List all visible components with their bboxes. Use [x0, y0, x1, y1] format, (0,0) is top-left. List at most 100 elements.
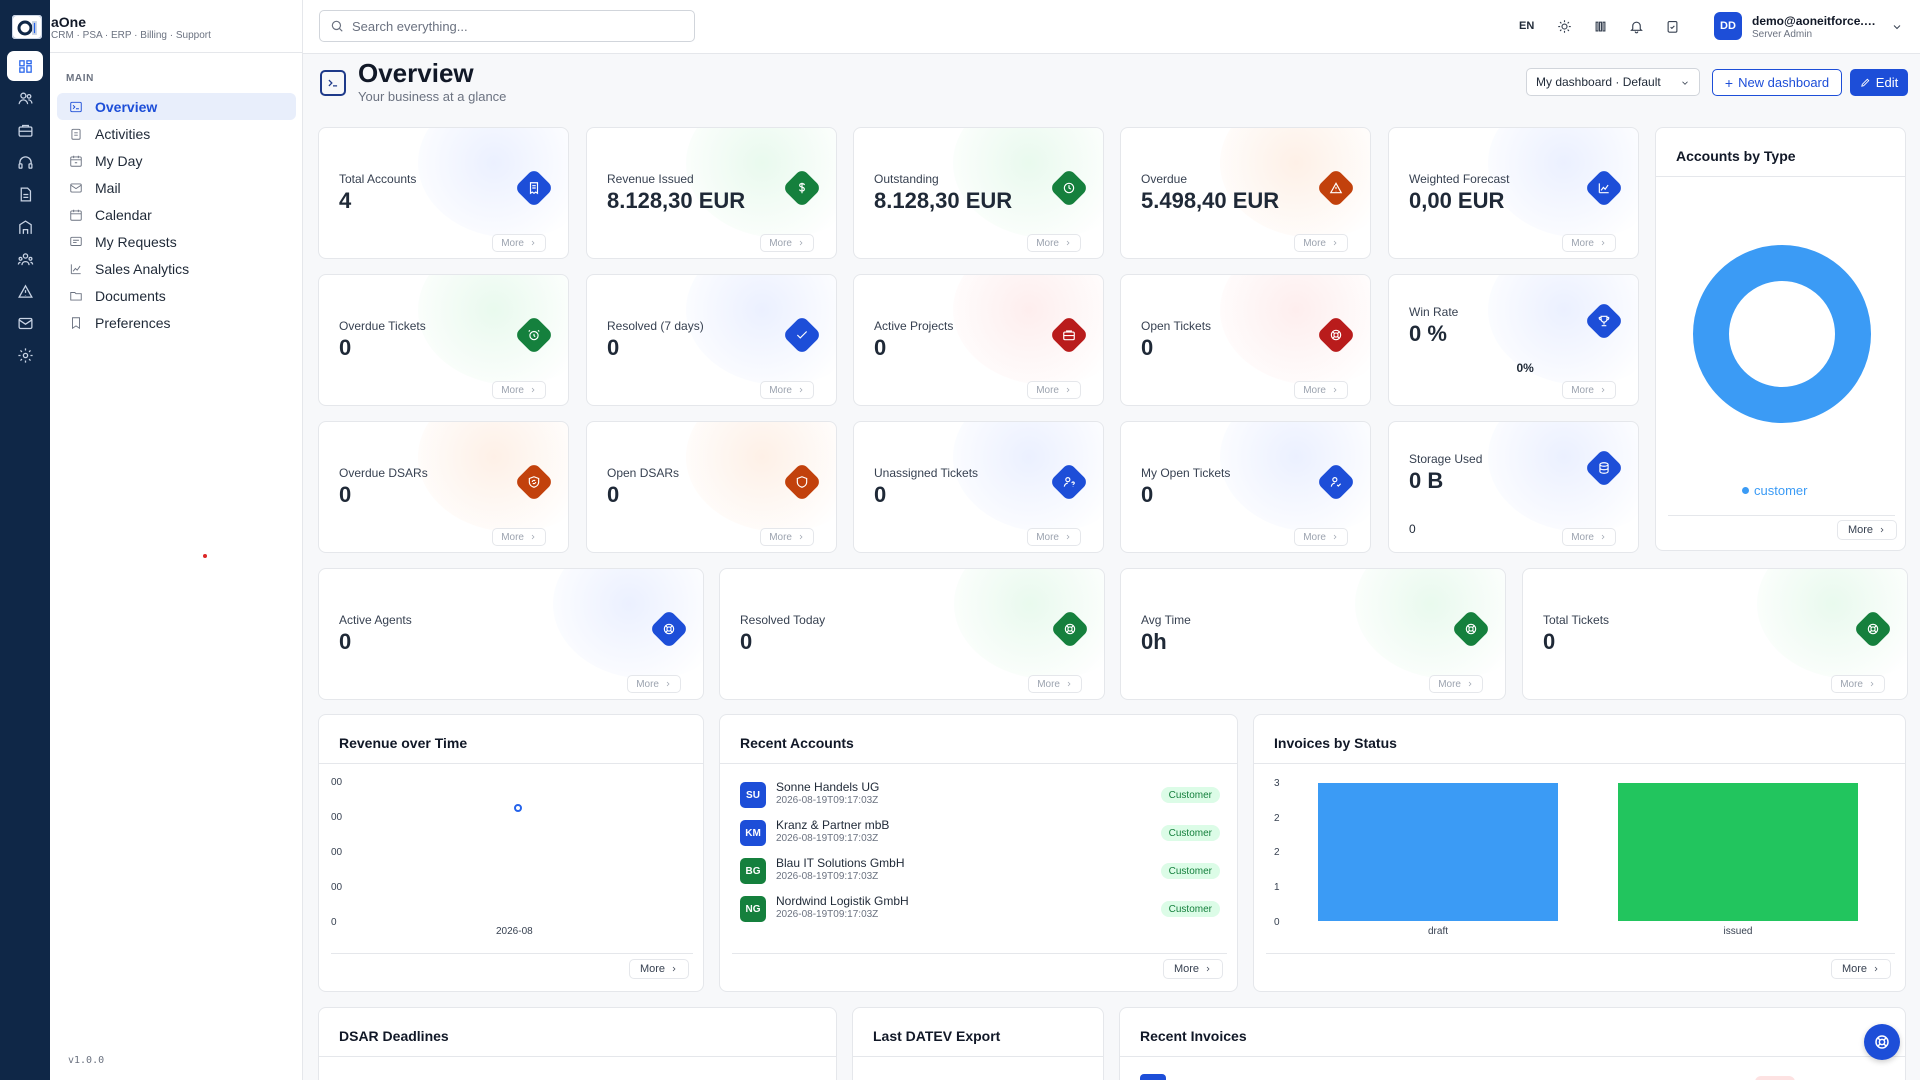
kpi-card-resolved-7-days[interactable]: Resolved (7 days) 0 More	[586, 274, 837, 406]
rail-item-document[interactable]	[15, 184, 35, 204]
bar-draft[interactable]	[1318, 783, 1558, 921]
rail-item-users[interactable]	[15, 88, 35, 108]
kpi-more-button[interactable]: More	[1562, 528, 1616, 546]
kpi-more-button[interactable]: More	[492, 528, 546, 546]
notifications-button[interactable]	[1627, 17, 1645, 35]
kpi-more-button[interactable]: More	[1294, 234, 1348, 252]
more-button[interactable]: More	[1162, 959, 1223, 979]
kpi-more-button[interactable]: More	[760, 381, 814, 399]
dashboard-select[interactable]: My dashboard · Default	[1526, 68, 1700, 96]
account-row[interactable]: KM Kranz & Partner mbB 2026-08-19T09:17:03…	[740, 817, 1220, 849]
sidebar-item-sales-analytics[interactable]: Sales Analytics	[57, 255, 296, 282]
kpi-card-unassigned-tickets[interactable]: Unassigned Tickets 0 More	[853, 421, 1104, 553]
account-name[interactable]: Blau IT Solutions GmbH	[776, 856, 905, 870]
kpi-more-button[interactable]: More	[1294, 381, 1348, 399]
more-button[interactable]: More	[1836, 520, 1897, 540]
tasks-button[interactable]	[1663, 17, 1681, 35]
sidebar-item-mail[interactable]: Mail	[57, 174, 296, 201]
kpi-more-button[interactable]: More	[760, 528, 814, 546]
kpi-more-button[interactable]: More	[760, 234, 814, 252]
account-row[interactable]: NG Nordwind Logistik GmbH 2026-08-19T09:17…	[740, 893, 1220, 925]
kpi-card-open-tickets[interactable]: Open Tickets 0 More	[1120, 274, 1371, 406]
user-name[interactable]: demo@aoneitforce.com	[1752, 14, 1882, 28]
kpi-more-button[interactable]: More	[1831, 675, 1885, 693]
new-dashboard-button[interactable]: + New dashboard	[1712, 69, 1842, 96]
y-tick-label: 2	[1274, 813, 1280, 824]
rail-item-briefcase[interactable]	[15, 120, 35, 140]
account-row[interactable]: SU Sonne Handels UG 2026-08-19T09:17:03Z Cu…	[740, 779, 1220, 811]
account-name[interactable]: Sonne Handels UG	[776, 780, 880, 794]
rail-item-headset[interactable]	[15, 152, 35, 172]
sidebar-item-overview[interactable]: Overview	[57, 93, 296, 120]
page-icon	[320, 70, 346, 96]
rail-item-building[interactable]	[15, 217, 35, 237]
kpi-more-button[interactable]: More	[1562, 234, 1616, 252]
kpi-card-overdue-dsars[interactable]: Overdue DSARs 0 More	[318, 421, 569, 553]
sidebar-item-activities[interactable]: Activities	[57, 120, 296, 147]
user-avatar[interactable]: DD	[1714, 12, 1742, 40]
support-fab-button[interactable]	[1864, 1024, 1900, 1060]
kpi-card-active-projects[interactable]: Active Projects 0 More	[853, 274, 1104, 406]
kpi-card-avg-time[interactable]: Avg Time 0h More	[1120, 568, 1506, 700]
kpi-card-weighted-forecast[interactable]: Weighted Forecast 0,00 EUR More	[1388, 127, 1639, 259]
kpi-more-button[interactable]: More	[492, 234, 546, 252]
edit-button[interactable]: Edit	[1850, 69, 1908, 96]
more-label: More	[769, 384, 792, 396]
panel-divider	[1120, 1056, 1905, 1057]
global-search[interactable]	[319, 10, 695, 42]
kpi-card-total-tickets[interactable]: Total Tickets 0 More	[1522, 568, 1908, 700]
kpi-more-button[interactable]: More	[1027, 234, 1081, 252]
sidebar-item-my-requests[interactable]: My Requests	[57, 228, 296, 255]
terminal-icon	[70, 101, 82, 112]
kpi-more-button[interactable]: More	[492, 381, 546, 399]
rail-item-team[interactable]	[15, 249, 35, 269]
panel-footer-divider	[732, 953, 1227, 954]
account-name[interactable]: Nordwind Logistik GmbH	[776, 894, 909, 908]
rail-item-mail[interactable]	[15, 313, 35, 333]
more-label: More	[639, 963, 665, 975]
kpi-card-overdue-tickets[interactable]: Overdue Tickets 0 More	[318, 274, 569, 406]
chart-point-2026-08[interactable]	[514, 804, 522, 812]
terminal-icon	[328, 79, 338, 87]
card-glow	[1488, 422, 1638, 532]
sidebar-item-documents[interactable]: Documents	[57, 282, 296, 309]
donut-slice-customer[interactable]	[1693, 245, 1871, 423]
kpi-more-button[interactable]: More	[1028, 675, 1082, 693]
rail-item-settings[interactable]	[15, 345, 35, 365]
language-switch[interactable]: EN	[1519, 20, 1535, 32]
panel-footer-divider	[331, 953, 693, 954]
plus-icon: +	[1724, 74, 1734, 91]
account-row[interactable]: BG Blau IT Solutions GmbH 2026-08-19T09:17…	[740, 855, 1220, 887]
kpi-more-button[interactable]: More	[1562, 381, 1616, 399]
kpi-card-resolved-today[interactable]: Resolved Today 0 More	[719, 568, 1105, 700]
account-name[interactable]: Kranz & Partner mbB	[776, 818, 890, 832]
kpi-more-button[interactable]: More	[1294, 528, 1348, 546]
search-input[interactable]	[352, 18, 672, 34]
sidebar-item-preferences[interactable]: Preferences	[57, 309, 296, 336]
theme-toggle-button[interactable]	[1555, 17, 1573, 35]
kpi-more-button[interactable]: More	[1429, 675, 1483, 693]
rail-item-dashboard[interactable]	[7, 51, 43, 81]
kpi-card-my-open-tickets[interactable]: My Open Tickets 0 More	[1120, 421, 1371, 553]
columns-button[interactable]	[1591, 17, 1609, 35]
kpi-card-storage-used[interactable]: Storage Used 0 B 0 More	[1388, 421, 1639, 553]
kpi-card-active-agents[interactable]: Active Agents 0 More	[318, 568, 704, 700]
kpi-card-revenue-issued[interactable]: Revenue Issued 8.128,30 EUR More	[586, 127, 837, 259]
kpi-more-button[interactable]: More	[1027, 381, 1081, 399]
kpi-card-total-accounts[interactable]: Total Accounts 4 More	[318, 127, 569, 259]
sidebar-item-calendar[interactable]: Calendar	[57, 201, 296, 228]
kpi-card-outstanding[interactable]: Outstanding 8.128,30 EUR More	[853, 127, 1104, 259]
more-button[interactable]: More	[628, 959, 689, 979]
bar-issued[interactable]	[1618, 783, 1858, 921]
kpi-more-button[interactable]: More	[627, 675, 681, 693]
more-button[interactable]: More	[1830, 959, 1891, 979]
kpi-card-overdue[interactable]: Overdue 5.498,40 EUR More	[1120, 127, 1371, 259]
kpi-label: Overdue DSARs	[339, 466, 428, 480]
kpi-more-button[interactable]: More	[1027, 528, 1081, 546]
kpi-card-open-dsars[interactable]: Open DSARs 0 More	[586, 421, 837, 553]
kpi-card-win-rate[interactable]: Win Rate 0 % 0% More	[1388, 274, 1639, 406]
rail-item-warning[interactable]	[15, 281, 35, 301]
user-menu-toggle[interactable]	[1891, 20, 1903, 32]
more-label: More	[501, 531, 524, 543]
sidebar-item-my-day[interactable]: My Day	[57, 147, 296, 174]
